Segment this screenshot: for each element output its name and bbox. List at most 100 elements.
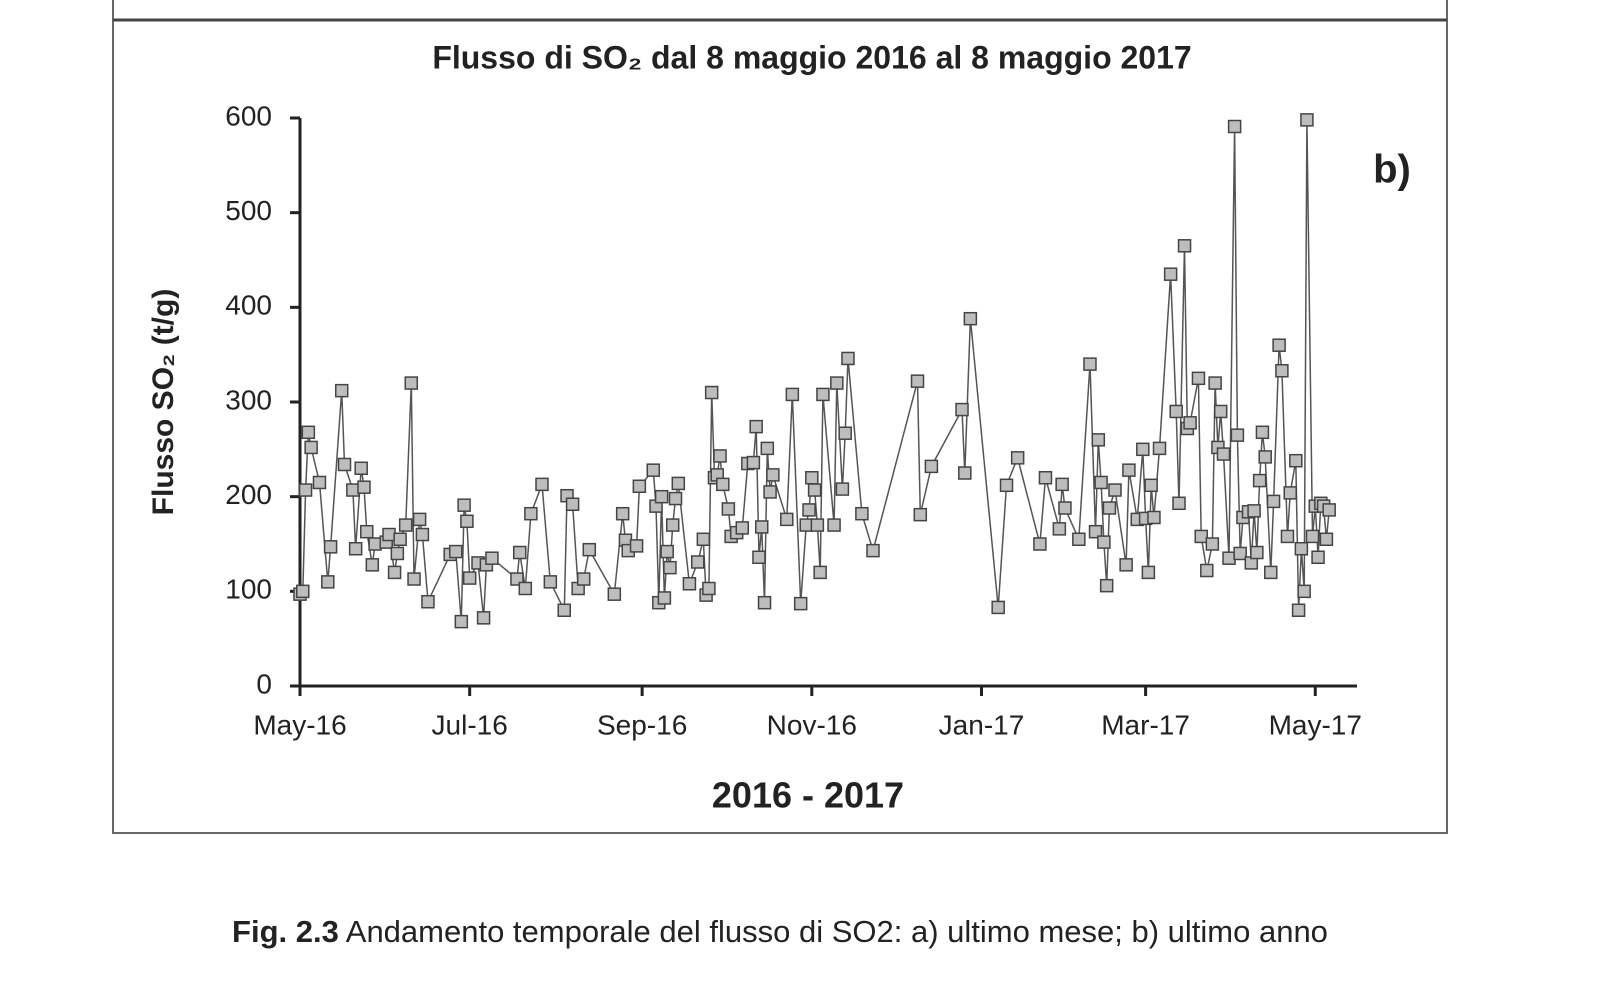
data-point <box>1252 473 1267 488</box>
data-point <box>360 524 374 539</box>
y-tick-label: 200 <box>225 479 272 510</box>
data-point <box>298 483 313 497</box>
data-point <box>334 383 349 398</box>
data-point <box>1230 428 1245 442</box>
data-point <box>802 503 816 517</box>
data-point <box>713 449 727 463</box>
data-point <box>323 540 338 554</box>
data-point <box>1200 563 1214 578</box>
data-point <box>805 470 819 485</box>
data-point <box>1311 550 1325 565</box>
data-point <box>565 497 580 511</box>
data-point <box>1055 477 1069 492</box>
data-point <box>1289 453 1303 468</box>
y-tick-label: 500 <box>225 195 272 226</box>
data-point <box>1108 483 1122 497</box>
data-point <box>1266 494 1281 509</box>
y-tick-label: 400 <box>225 290 272 321</box>
data-point <box>668 491 683 506</box>
data-point <box>835 482 850 496</box>
data-point <box>1216 447 1231 461</box>
data-point <box>1072 532 1086 547</box>
data-point <box>691 555 705 569</box>
data-point <box>421 594 435 609</box>
data-point <box>518 581 533 596</box>
data-point <box>757 595 772 610</box>
data-point <box>460 514 474 529</box>
data-point <box>749 419 763 434</box>
data-point <box>404 376 419 390</box>
data-point <box>1255 425 1270 440</box>
x-tick-label: Mar-17 <box>1101 709 1190 740</box>
data-point <box>1297 584 1311 599</box>
data-point <box>629 539 644 553</box>
data-point <box>1227 119 1242 134</box>
data-point <box>1038 470 1053 485</box>
data-point <box>1233 546 1247 561</box>
data-point <box>1322 503 1336 517</box>
data-point <box>1300 113 1314 127</box>
data-point <box>1283 486 1297 500</box>
data-point <box>813 565 827 580</box>
x-tick-label: Jan-17 <box>939 709 1025 740</box>
data-point <box>657 591 672 605</box>
data-point <box>646 463 661 477</box>
data-point <box>780 512 794 527</box>
data-point <box>1033 537 1047 551</box>
y-tick-label: 600 <box>225 100 272 131</box>
data-point <box>1163 267 1178 281</box>
data-point <box>682 577 697 591</box>
data-point <box>827 518 841 532</box>
data-point <box>1172 496 1186 511</box>
data-point <box>1088 524 1103 539</box>
data-point <box>632 479 647 494</box>
data-point <box>799 518 813 532</box>
data-point <box>1099 578 1114 593</box>
data-point <box>913 507 928 522</box>
caption-label: Fig. 2.3 <box>232 914 339 949</box>
data-point <box>838 426 852 440</box>
data-point <box>393 532 407 547</box>
data-point <box>312 475 327 490</box>
y-tick-label: 0 <box>256 668 272 699</box>
data-point <box>1280 529 1295 544</box>
data-point <box>304 440 318 455</box>
data-point <box>607 587 622 601</box>
data-point <box>337 457 352 472</box>
data-point <box>1250 545 1264 560</box>
data-point <box>1194 529 1208 544</box>
data-point <box>1010 451 1025 465</box>
data-point <box>1258 450 1272 464</box>
data-point <box>449 544 463 559</box>
data-point <box>696 532 711 547</box>
data-point <box>807 483 822 497</box>
data-point <box>1058 501 1072 515</box>
data-point <box>830 376 844 390</box>
data-point <box>704 385 719 400</box>
data-point <box>1191 371 1206 386</box>
data-point <box>760 441 775 456</box>
data-point <box>793 596 808 611</box>
data-point <box>1275 364 1289 378</box>
data-point <box>365 558 380 572</box>
data-point <box>346 483 360 497</box>
data-point <box>766 468 780 482</box>
data-point <box>963 311 978 326</box>
data-point <box>524 506 538 521</box>
data-point <box>1052 522 1067 536</box>
data-point <box>785 387 800 402</box>
x-tick-label: May-16 <box>253 709 346 740</box>
data-point <box>457 498 471 512</box>
data-point <box>1294 541 1309 556</box>
data-point <box>1305 529 1320 544</box>
data-point <box>412 512 427 527</box>
x-tick-label: Sep-16 <box>597 709 687 740</box>
data-point <box>1272 338 1286 352</box>
data-point <box>752 550 766 565</box>
data-point <box>910 374 925 388</box>
data-point <box>348 541 363 556</box>
data-point <box>991 600 1005 615</box>
data-point <box>1119 558 1133 572</box>
data-point <box>665 518 680 532</box>
data-point <box>1205 537 1220 551</box>
